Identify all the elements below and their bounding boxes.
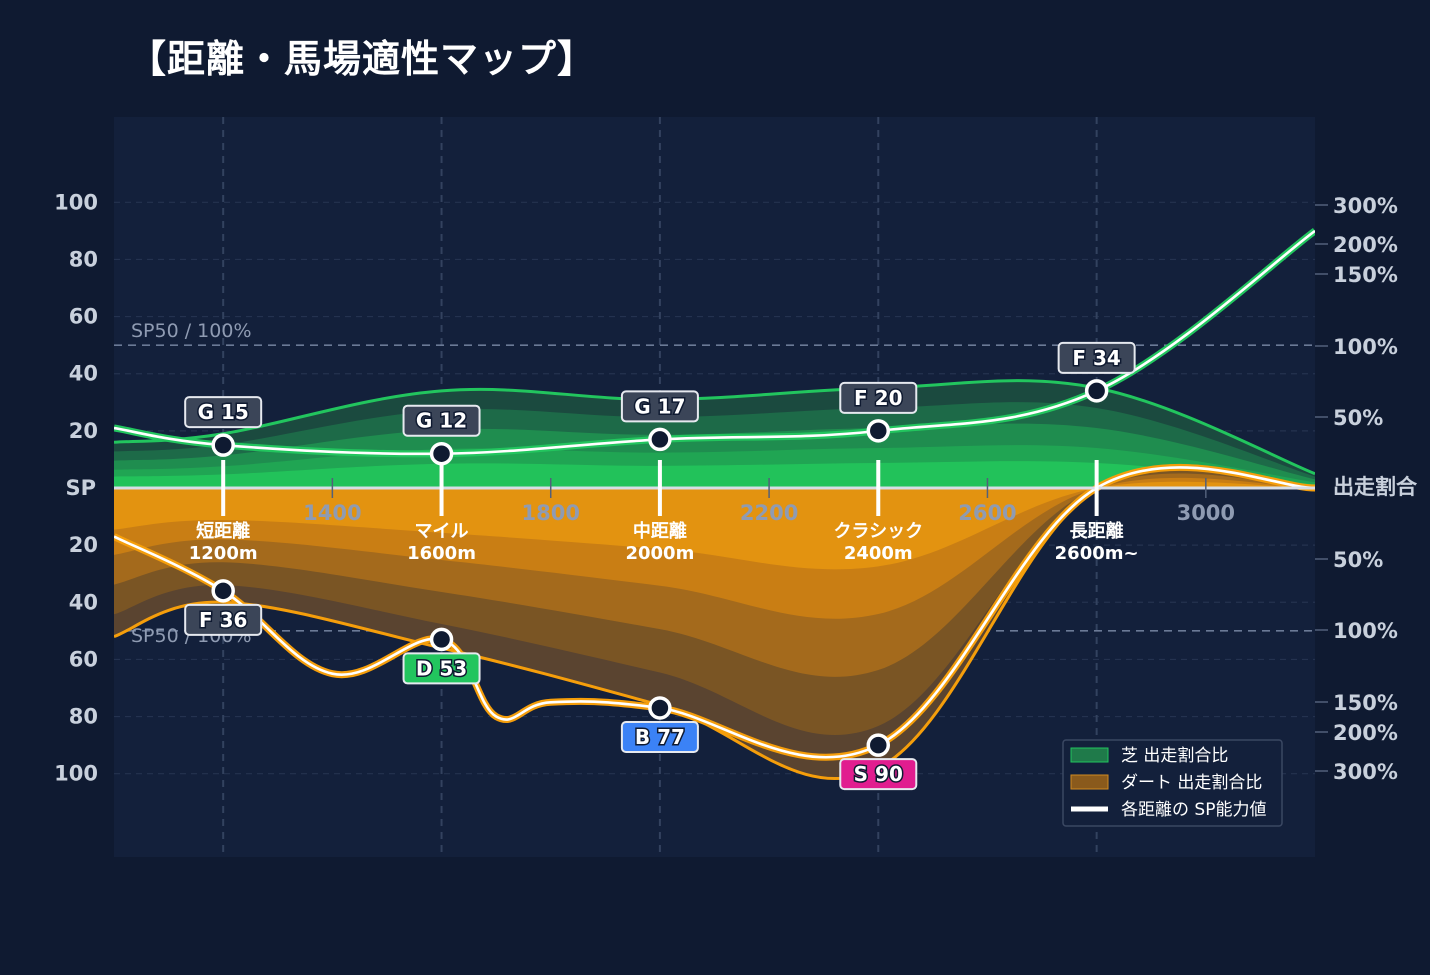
turf-sp-point: [866, 419, 891, 443]
ratio-tick-label: 200%: [1333, 233, 1398, 257]
dirt-sp-point: [648, 696, 672, 720]
sp-tick-label: 40: [69, 590, 98, 614]
ratio-center-label: 出走割合: [1333, 475, 1418, 499]
sp-grade-badge: [839, 381, 918, 414]
x-tick-label: 1400: [303, 501, 361, 525]
ratio-tick-label: 50%: [1333, 406, 1383, 430]
x-tick-label: 1800: [522, 501, 580, 525]
turf-sp-point: [211, 433, 235, 457]
sp-grade-label: G 12: [416, 409, 467, 433]
sp-tick-label: 100: [54, 762, 98, 786]
sp-grade-label: F 36: [199, 608, 247, 632]
category-distance: 1600m: [407, 543, 476, 564]
sp-grade-label: F 20: [854, 386, 902, 410]
legend-label: ダート 出走割合比: [1121, 773, 1262, 793]
sp-center-label: SP: [65, 476, 96, 500]
sp-grade-label: G 17: [634, 394, 685, 418]
x-tick-label: 3000: [1177, 501, 1235, 525]
ratio-tick-label: 100%: [1333, 335, 1398, 359]
sp50-reference-label: SP50 / 100%: [131, 320, 252, 342]
sp-grade-label: F 34: [1072, 346, 1120, 370]
category-distance: 2000m: [625, 543, 694, 564]
turf-sp-point: [1084, 379, 1109, 403]
category-name: 短距離: [196, 520, 250, 542]
category-distance: 2400m: [844, 543, 913, 564]
dirt-sp-point: [429, 627, 454, 652]
legend-swatch: [1070, 774, 1109, 790]
category-name: 長距離: [1070, 520, 1124, 542]
sp-grade-label: G 15: [198, 400, 249, 424]
sp-tick-label: 100: [54, 190, 98, 214]
axis-layer: 100 100 80 80 60 60 40 40 20 20 SP 300% 300% 200% 200%…: [54, 190, 1418, 785]
sp-tick-label: 60: [69, 305, 98, 329]
x-tick-label: 2200: [740, 501, 798, 525]
sp-grade-badge: [620, 720, 699, 753]
sp-grade-badge: [402, 652, 481, 685]
dirt-sp-point: [866, 733, 891, 757]
ratio-tick-label: 100%: [1333, 619, 1398, 643]
turf-sp-line: [114, 229, 1315, 456]
category-name: マイル: [415, 521, 469, 542]
line-layer: [114, 228, 1315, 761]
sp-grade-label: D 53: [416, 656, 467, 680]
legend-swatch: [1070, 747, 1109, 763]
ratio-tick-label: 200%: [1333, 721, 1398, 745]
sp-grade-badge: [839, 758, 918, 791]
sp-grade-label: S 90: [854, 762, 903, 786]
ratio-tick-label: 150%: [1333, 691, 1398, 715]
sp-grade-badge: [184, 396, 263, 429]
ratio-tick-label: 50%: [1333, 548, 1383, 572]
sp-tick-label: 80: [69, 247, 98, 271]
chart-title: 【距離・馬場適性マップ】: [128, 37, 597, 81]
dirt-sp-point: [211, 579, 235, 603]
legend-box: [1062, 739, 1283, 827]
sp-tick-label: 20: [69, 533, 98, 557]
turf-sp-point: [429, 441, 454, 466]
sp-tick-label: 20: [69, 419, 98, 443]
sp-tick-label: 60: [69, 647, 98, 671]
x-tick-label: 2600: [958, 501, 1016, 525]
sp-grade-badge: [184, 603, 263, 636]
category-distance: 1200m: [189, 543, 258, 564]
ratio-tick-label: 300%: [1333, 194, 1398, 218]
dirt-sp-line: [114, 466, 1315, 759]
sp-grade-badge: [402, 404, 481, 437]
dirt-ratio-area: [114, 481, 1315, 570]
category-name: 中距離: [633, 520, 687, 542]
ratio-tick-label: 300%: [1333, 760, 1398, 784]
category-distance: 2600m~: [1055, 543, 1139, 564]
sp-tick-label: 40: [69, 362, 98, 386]
sp-grade-label: B 77: [635, 725, 685, 749]
point-layer: G 15 G 12 G 17 F 20 F 34 F 36 D 53 B 77 S 90: [184, 341, 1136, 791]
sp-grade-badge: [620, 390, 699, 423]
category-name: クラシック: [833, 521, 923, 542]
sp-grade-badge: [1057, 341, 1136, 374]
turf-ratio-area: [114, 461, 1315, 488]
legend-label: 各距離の SP能力値: [1121, 800, 1266, 820]
legend-label: 芝 出走割合比: [1121, 746, 1228, 766]
sp-tick-label: 80: [69, 705, 98, 729]
turf-sp-point: [648, 427, 672, 452]
ratio-tick-label: 150%: [1333, 263, 1398, 287]
